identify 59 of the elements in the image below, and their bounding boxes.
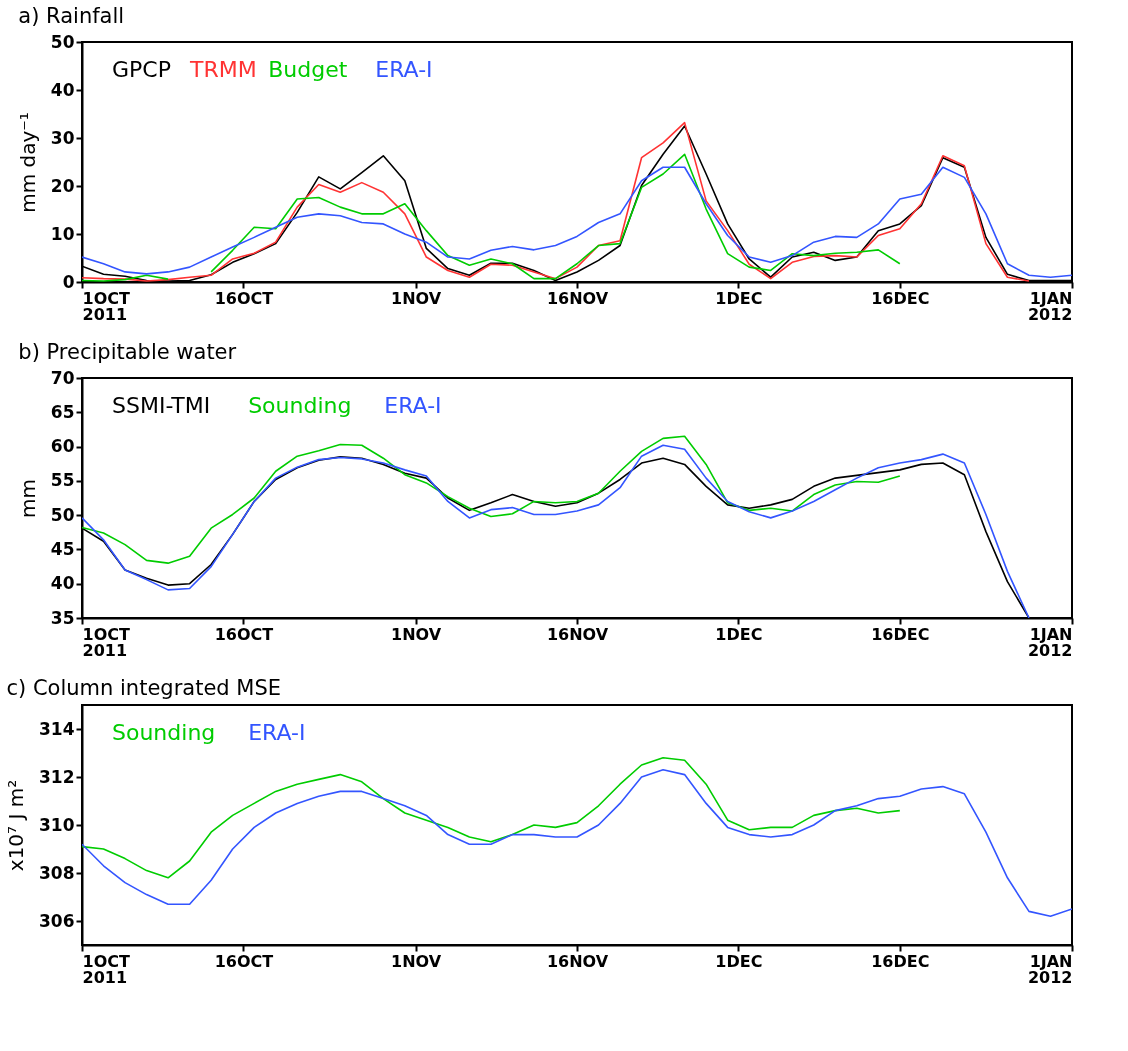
x-tick-label: 1DEC [715, 624, 763, 644]
x-tick-label: 1OCT 2011 [82, 288, 130, 324]
y-tick-label: 50 [50, 504, 75, 525]
series-label: Sounding [248, 393, 352, 418]
text: TRMM [189, 57, 257, 82]
y-tick-label: 45 [50, 538, 75, 559]
x-tick-label: 1NOV [391, 288, 442, 308]
y-axis-title: mm [15, 479, 40, 518]
y-tick-label: 30 [50, 127, 75, 148]
x-tick-label: 1NOV [391, 624, 442, 644]
y-tick-label: 55 [50, 470, 75, 491]
text: Sounding [112, 720, 216, 745]
x-tick-label: 16NOV [546, 951, 609, 971]
line-series [82, 166, 1072, 278]
x-tick-label: 16NOV [546, 288, 609, 308]
text: ERA-I [375, 57, 433, 82]
x-tick-label: 1NOV [391, 951, 442, 971]
line-series [82, 769, 1072, 917]
x-tick-label: 1DEC [715, 951, 763, 971]
x-tick-label: 1JAN 2012 [1027, 288, 1073, 324]
y-tick-label: 306 [39, 910, 75, 931]
y-tick-label: 40 [50, 573, 75, 594]
x-tick-label: 16NOV [546, 624, 609, 644]
text: GPCP [112, 57, 171, 82]
y-tick-label: 310 [39, 814, 75, 835]
x-tick-label: 1JAN 2012 [1027, 624, 1073, 660]
y-tick-label: 314 [39, 718, 75, 739]
text: ERA-I [384, 393, 442, 418]
y-tick-label: 65 [50, 401, 75, 422]
y-tick-label: 20 [50, 175, 75, 196]
y-axis-title: x10⁷ J m² [4, 779, 29, 872]
text: ERA-I [248, 720, 306, 745]
x-tick-label: 16DEC [871, 624, 930, 644]
y-tick-label: 40 [50, 79, 75, 100]
text: Budget [268, 57, 348, 82]
chart-title: b) Precipitable water [18, 340, 237, 364]
y-tick-label: 312 [39, 766, 75, 787]
text: SSMI-TMI [112, 393, 211, 418]
x-tick-label: 1DEC [715, 288, 763, 308]
x-tick-label: 16DEC [871, 288, 930, 308]
y-tick-label: 10 [50, 223, 75, 244]
x-tick-label: 1OCT 2011 [82, 951, 130, 987]
line-series [82, 435, 901, 564]
y-tick-label: 308 [39, 862, 75, 883]
x-tick-label: 1OCT 2011 [82, 624, 130, 660]
x-tick-label: 16OCT [214, 624, 274, 644]
x-tick-label: 1JAN 2012 [1027, 951, 1073, 987]
chart-title: c) Column integrated MSE [6, 676, 282, 700]
line-series [82, 757, 901, 879]
chart-title: a) Rainfall [18, 4, 125, 28]
x-tick-label: 16OCT [214, 288, 274, 308]
x-tick-label: 16OCT [214, 951, 274, 971]
y-tick-label: 0 [62, 271, 75, 292]
y-tick-label: 50 [50, 31, 75, 52]
y-tick-label: 70 [50, 367, 75, 388]
y-tick-label: 60 [50, 436, 75, 457]
x-tick-label: 16DEC [871, 951, 930, 971]
y-axis-title: mm day⁻¹ [15, 112, 40, 213]
y-tick-label: 35 [50, 607, 75, 628]
